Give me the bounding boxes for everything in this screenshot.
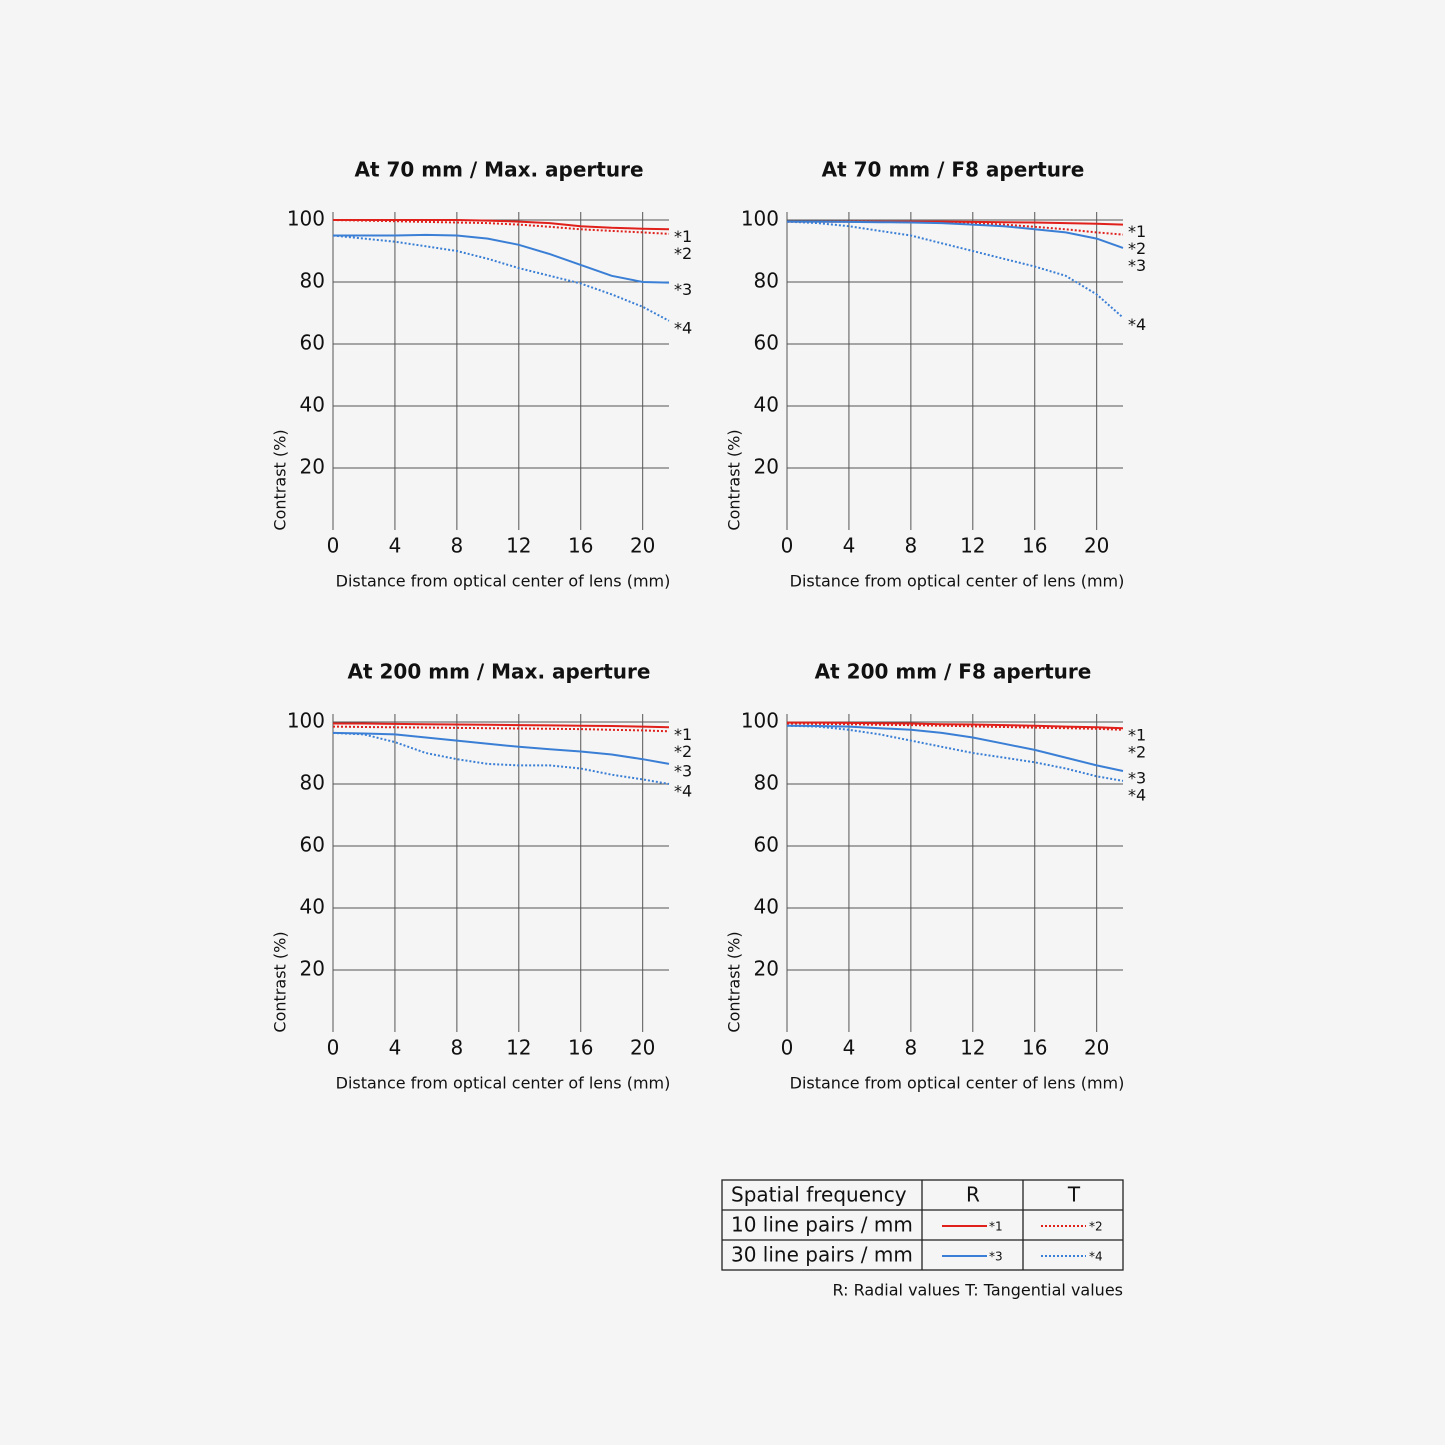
x-tick-label: 16 [568,1036,593,1060]
y-tick-label: 100 [741,207,779,231]
x-tick-label: 20 [630,1036,655,1060]
series-label: *3 [674,761,692,780]
y-tick-label: 80 [300,269,325,293]
x-tick-label: 12 [506,534,531,558]
series-line [332,731,670,765]
series-label: *1 [674,725,692,744]
x-tick-label: 12 [506,1036,531,1060]
table-header: T [1067,1183,1081,1207]
chart-title: At 200 mm / F8 aperture [815,660,1092,684]
series-label: *4 [674,782,692,801]
series-line [787,721,1124,730]
table-key-label: *4 [1089,1250,1103,1264]
chart-title: At 200 mm / Max. aperture [348,660,651,684]
series-line [332,731,670,785]
x-tick-label: 0 [327,1036,340,1060]
table-note: R: Radial values T: Tangential values [832,1281,1123,1300]
y-tick-label: 20 [300,957,325,981]
y-tick-label: 100 [741,709,779,733]
table-key-label: *2 [1089,1220,1103,1234]
y-tick-label: 20 [300,455,325,479]
series-label: *1 [1128,726,1146,745]
series-label: *4 [674,318,692,337]
chart-title: At 70 mm / Max. aperture [354,158,643,182]
x-tick-label: 8 [451,1036,464,1060]
y-axis-label: Contrast (%) [271,429,290,530]
y-tick-label: 100 [287,709,325,733]
x-axis-label: Distance from optical center of lens (mm… [790,1074,1125,1093]
series-label: *2 [1128,743,1146,762]
series-line [332,234,670,322]
x-axis-label: Distance from optical center of lens (mm… [336,572,671,591]
y-tick-label: 40 [754,393,779,417]
series-label: *3 [1128,256,1146,275]
y-axis-label: Contrast (%) [271,931,290,1032]
x-tick-label: 20 [630,534,655,558]
y-tick-label: 20 [754,455,779,479]
series-line [786,220,1124,319]
x-tick-label: 0 [327,534,340,558]
y-tick-label: 60 [300,833,325,857]
series-line [332,219,670,235]
legend-table: Spatial frequency R T 10 line pairs / mm… [721,1179,1124,1300]
y-tick-label: 60 [300,331,325,355]
y-tick-label: 80 [300,771,325,795]
y-tick-label: 40 [300,895,325,919]
x-tick-label: 4 [389,534,402,558]
y-tick-label: 60 [754,833,779,857]
y-tick-label: 40 [300,393,325,417]
series-label: *3 [1128,768,1146,787]
x-tick-label: 8 [451,534,464,558]
x-tick-label: 0 [781,1036,794,1060]
x-tick-label: 12 [960,534,985,558]
series-label: *4 [1128,785,1146,804]
y-tick-label: 60 [754,331,779,355]
x-tick-label: 4 [389,1036,402,1060]
x-tick-label: 12 [960,1036,985,1060]
series-line [786,722,1124,731]
x-tick-label: 16 [568,534,593,558]
series-line [787,220,1124,249]
x-tick-label: 0 [781,534,794,558]
y-axis-label: Contrast (%) [725,931,744,1032]
x-tick-label: 4 [843,1036,856,1060]
series-label: *2 [674,742,692,761]
series-label: *1 [1128,222,1146,241]
y-tick-label: 20 [754,957,779,981]
series-label: *2 [1128,239,1146,258]
x-tick-label: 8 [905,1036,918,1060]
series-line [333,722,670,729]
x-tick-label: 20 [1084,534,1109,558]
chart-title: At 70 mm / F8 aperture [822,158,1085,182]
series-line [332,725,670,733]
y-axis-label: Contrast (%) [725,429,744,530]
x-tick-label: 4 [843,534,856,558]
y-tick-label: 40 [754,895,779,919]
series-label: *1 [674,227,692,246]
series-line [333,219,670,231]
y-tick-label: 100 [287,207,325,231]
x-axis-label: Distance from optical center of lens (mm… [336,1074,671,1093]
table-row-label: 30 line pairs / mm [731,1243,913,1267]
table-key-label: *3 [989,1250,1003,1264]
series-label: *4 [1128,315,1146,334]
x-tick-label: 20 [1084,1036,1109,1060]
x-axis-label: Distance from optical center of lens (mm… [790,572,1125,591]
x-tick-label: 8 [905,534,918,558]
x-tick-label: 16 [1022,1036,1047,1060]
series-line [786,724,1124,782]
table-key-label: *1 [989,1220,1003,1234]
table-row-label: 10 line pairs / mm [731,1213,913,1237]
table-header: R [966,1183,980,1207]
y-tick-label: 80 [754,269,779,293]
table-header: Spatial frequency [731,1183,907,1207]
series-line [786,724,1124,772]
series-label: *3 [674,280,692,299]
y-tick-label: 80 [754,771,779,795]
series-line [333,233,670,284]
series-label: *2 [674,244,692,263]
x-tick-label: 16 [1022,534,1047,558]
